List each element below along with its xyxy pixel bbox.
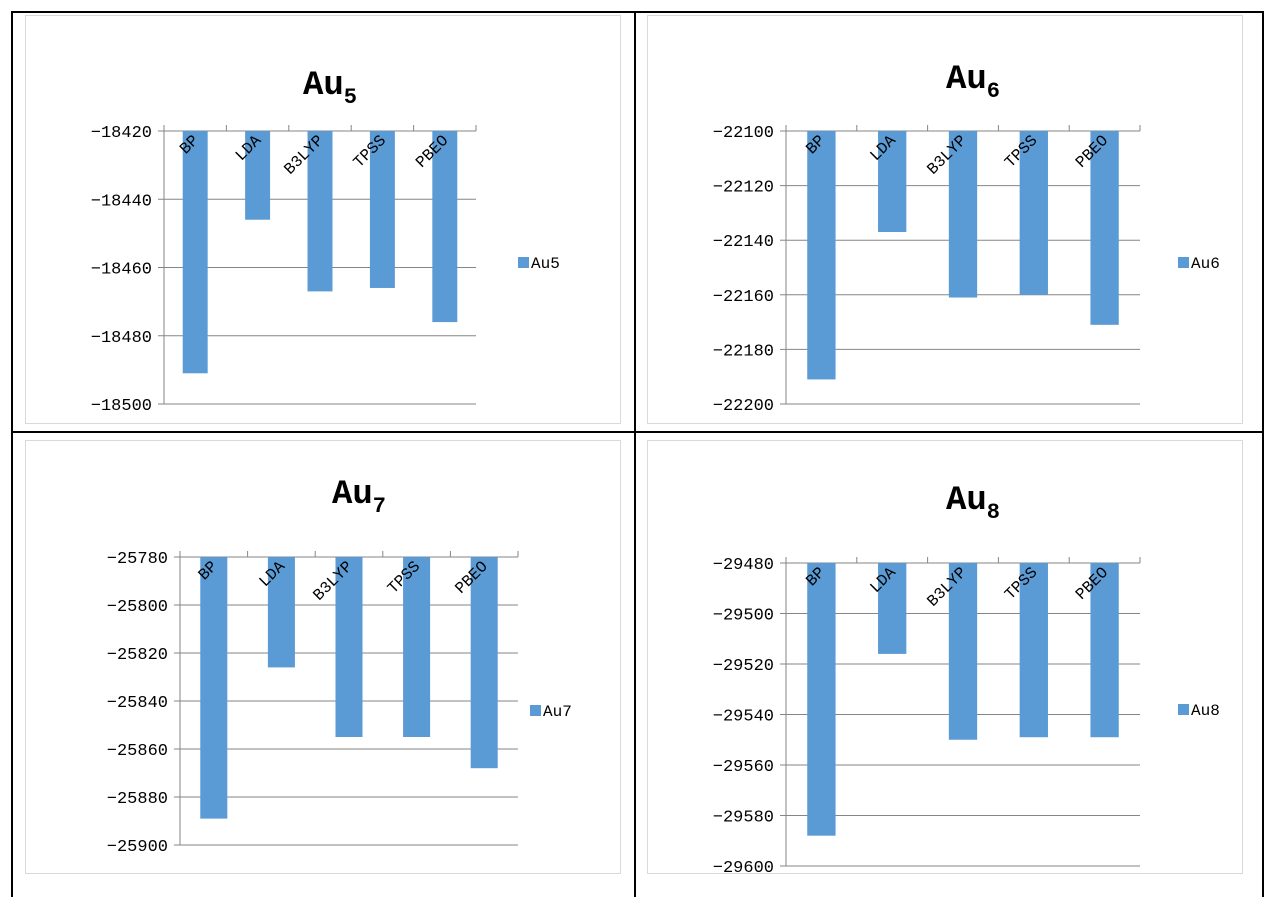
y-tick-label: −18500 — [91, 397, 152, 416]
y-tick-label: −22100 — [713, 124, 774, 143]
legend-label: Au8 — [1191, 702, 1220, 720]
y-tick-label: −18420 — [91, 124, 152, 143]
legend-swatch — [530, 705, 541, 716]
bar-b3lyp — [948, 563, 978, 740]
bar-tpss — [1019, 131, 1048, 295]
chart-grid-table: Au5 −18420 −18440 −18460 −18480 −18500 BP LDA B3… — [11, 11, 1264, 897]
y-tick-label: −29600 — [713, 859, 774, 873]
legend-swatch — [1178, 257, 1189, 268]
bar-bp — [807, 563, 836, 836]
bar-lda — [878, 563, 907, 654]
y-tick-label: −22160 — [713, 288, 774, 307]
y-tick-label: −25780 — [107, 550, 168, 569]
table-divider-horizontal — [11, 431, 1264, 433]
chart-title: Au8 — [946, 482, 1000, 525]
chart-au8: Au8 −29480 −29500 −29520 −29540 −29560 −29580 −… — [713, 482, 1220, 873]
chart-title-subscript: 6 — [987, 79, 1000, 104]
y-tick-label: −29580 — [713, 809, 774, 828]
bar-pbeo — [470, 557, 498, 769]
legend-label: Au7 — [543, 703, 572, 721]
chart-title-base: Au — [332, 476, 373, 514]
chart-title: Au7 — [332, 476, 386, 519]
y-tick-label: −25800 — [107, 598, 168, 617]
y-tick-label: −22140 — [713, 233, 774, 252]
y-tick-label: −29500 — [713, 607, 774, 626]
y-tick-label: −18440 — [91, 192, 152, 211]
y-tick-label: −22180 — [713, 342, 774, 361]
y-tick-label: −25860 — [107, 742, 168, 761]
bar-lda — [245, 131, 271, 220]
chart-title-subscript: 7 — [373, 494, 386, 519]
bar-bp — [807, 131, 836, 380]
bar-bp — [200, 557, 228, 819]
bar-tpss — [369, 131, 395, 288]
table-border-right — [1262, 11, 1264, 897]
y-tick-label: −25840 — [107, 694, 168, 713]
y-tick-label: −29520 — [713, 657, 774, 676]
y-tick-label: −25900 — [107, 838, 168, 857]
y-tick-label: −25880 — [107, 790, 168, 809]
bar-bp — [182, 131, 208, 374]
bar-pbeo — [1090, 131, 1119, 325]
chart-title-base: Au — [303, 67, 344, 105]
bar-lda — [267, 557, 295, 668]
y-tick-label: −18480 — [91, 329, 152, 348]
y-tick-label: −22200 — [713, 397, 774, 416]
chart-au7: Au7 −25780 −25800 −25820 −25840 −25860 −25880 −… — [107, 476, 572, 857]
y-tick-label: −29480 — [713, 556, 774, 575]
legend-label: Au5 — [531, 255, 560, 273]
bar-pbeo — [1090, 563, 1119, 738]
y-tick-label: −22120 — [713, 179, 774, 198]
chart-frame-au8: Au8 −29480 −29500 −29520 −29540 −29560 −29580 −… — [647, 440, 1243, 874]
legend-swatch — [518, 257, 529, 268]
chart-title-base: Au — [946, 61, 987, 99]
chart-au6: Au6−22100−22120−22140−22160−22180−22200B… — [713, 61, 1220, 416]
bar-b3lyp — [335, 557, 363, 737]
chart-frame-au6: Au6 −22100 −22120 −22140 −22160 −22180 −22200 B… — [647, 15, 1243, 424]
legend-label: Au6 — [1191, 255, 1220, 273]
y-tick-label: −25820 — [107, 646, 168, 665]
y-tick-label: −18460 — [91, 261, 152, 280]
table-border-top — [11, 11, 1264, 13]
table-divider-vertical — [634, 11, 636, 897]
bar-tpss — [1019, 563, 1048, 738]
legend-swatch — [1178, 704, 1189, 715]
y-tick-label: −29560 — [713, 758, 774, 777]
table-border-left — [11, 11, 13, 897]
bar-lda — [878, 131, 907, 233]
chart-title-base: Au — [946, 482, 987, 520]
chart-frame-au7: Au7 −25780 −25800 −25820 −25840 −25860 −25880 −… — [25, 440, 621, 874]
chart-title-subscript: 5 — [344, 85, 357, 110]
chart-title: Au5 — [303, 67, 357, 110]
chart-title: Au6 — [946, 61, 1000, 104]
bar-b3lyp — [948, 131, 978, 298]
bar-pbeo — [432, 131, 458, 323]
chart-title-subscript: 8 — [987, 500, 1000, 525]
bar-b3lyp — [307, 131, 333, 292]
chart-frame-au5: Au5 −18420 −18440 −18460 −18480 −18500 BP LDA B3… — [25, 15, 621, 424]
y-tick-label: −29540 — [713, 708, 774, 727]
bar-tpss — [403, 557, 431, 737]
